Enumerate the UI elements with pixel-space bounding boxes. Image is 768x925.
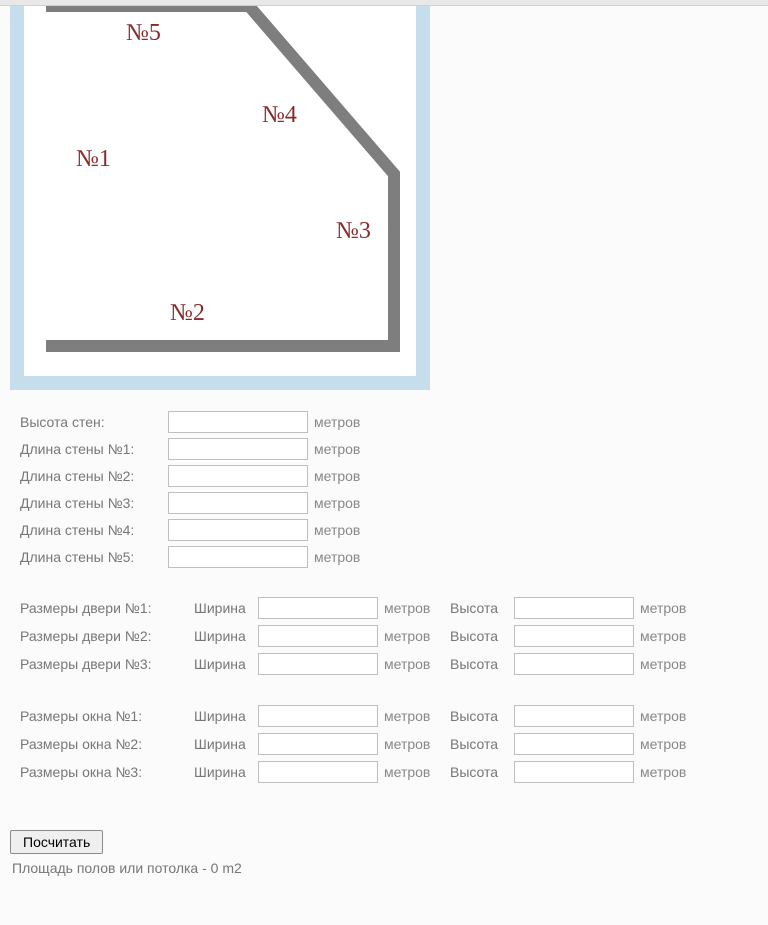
wall-length-row-2: Длина стены №2: метров: [20, 462, 754, 489]
wall-length-row-4: Длина стены №4: метров: [20, 516, 754, 543]
wall-length-input-2[interactable]: [168, 465, 308, 487]
calculator-form: Высота стен: метров Длина стены №1: метро…: [0, 408, 768, 820]
window-width-unit-2: метров: [378, 736, 444, 752]
window-height-input-2[interactable]: [514, 733, 634, 755]
room-walls-polyline: [46, 6, 394, 346]
window-width-label-3: Ширина: [188, 764, 258, 780]
door-height-label-1: Высота: [444, 600, 514, 616]
wall-length-row-3: Длина стены №3: метров: [20, 489, 754, 516]
floor-area-result: Площадь полов или потолка - 0 m2: [0, 860, 768, 882]
door-width-unit-2: метров: [378, 628, 444, 644]
wall-height-unit: метров: [308, 414, 360, 430]
door-width-input-2[interactable]: [258, 625, 378, 647]
floor-area-label: Площадь полов или потолка -: [12, 860, 211, 876]
wall-length-row-1: Длина стены №1: метров: [20, 435, 754, 462]
window-width-input-1[interactable]: [258, 705, 378, 727]
wall-length-unit-1: метров: [308, 441, 360, 457]
wall-length-label-3: Длина стены №3:: [20, 495, 168, 511]
window-width-input-2[interactable]: [258, 733, 378, 755]
window-row-2: Размеры окна №2:ШиринаметровВысотаметров: [20, 730, 754, 758]
walls-block: Высота стен: метров Длина стены №1: метро…: [20, 408, 754, 570]
window-height-label-3: Высота: [444, 764, 514, 780]
window-row-3: Размеры окна №3:ШиринаметровВысотаметров: [20, 758, 754, 786]
door-height-label-2: Высота: [444, 628, 514, 644]
window-width-unit-3: метров: [378, 764, 444, 780]
wall-length-unit-3: метров: [308, 495, 360, 511]
door-width-label-1: Ширина: [188, 600, 258, 616]
window-height-unit-1: метров: [634, 708, 700, 724]
door-width-unit-1: метров: [378, 600, 444, 616]
wall-height-row: Высота стен: метров: [20, 408, 754, 435]
floor-area-value: 0: [211, 860, 219, 876]
window-height-input-3[interactable]: [514, 761, 634, 783]
door-height-unit-2: метров: [634, 628, 700, 644]
window-height-label-2: Высота: [444, 736, 514, 752]
wall-length-unit-4: метров: [308, 522, 360, 538]
door-height-input-1[interactable]: [514, 597, 634, 619]
window-width-unit-1: метров: [378, 708, 444, 724]
wall-height-label: Высота стен:: [20, 414, 168, 430]
door-height-label-3: Высота: [444, 656, 514, 672]
wall-length-input-3[interactable]: [168, 492, 308, 514]
windows-block: Размеры окна №1:ШиринаметровВысотаметров…: [20, 702, 754, 786]
wall-length-row-5: Длина стены №5: метров: [20, 543, 754, 570]
wall-length-input-5[interactable]: [168, 546, 308, 568]
door-row-3: Размеры двери №3:ШиринаметровВысотаметро…: [20, 650, 754, 678]
door-label-3: Размеры двери №3:: [20, 656, 188, 672]
door-label-1: Размеры двери №1:: [20, 600, 188, 616]
wall-length-input-1[interactable]: [168, 438, 308, 460]
floor-area-unit: m2: [222, 860, 241, 876]
door-width-input-3[interactable]: [258, 653, 378, 675]
wall-label-5: №5: [126, 20, 161, 47]
window-height-label-1: Высота: [444, 708, 514, 724]
room-shape-svg: [24, 6, 416, 376]
wall-label-1: №1: [76, 146, 111, 173]
window-label-2: Размеры окна №2:: [20, 736, 188, 752]
window-width-label-1: Ширина: [188, 708, 258, 724]
window-height-unit-2: метров: [634, 736, 700, 752]
door-height-input-2[interactable]: [514, 625, 634, 647]
calculate-button[interactable]: Посчитать: [10, 830, 103, 854]
wall-length-unit-2: метров: [308, 468, 360, 484]
door-width-unit-3: метров: [378, 656, 444, 672]
door-height-unit-3: метров: [634, 656, 700, 672]
wall-label-3: №3: [336, 218, 371, 245]
wall-length-label-1: Длина стены №1:: [20, 441, 168, 457]
window-width-input-3[interactable]: [258, 761, 378, 783]
door-row-2: Размеры двери №2:ШиринаметровВысотаметро…: [20, 622, 754, 650]
wall-length-label-2: Длина стены №2:: [20, 468, 168, 484]
door-width-label-3: Ширина: [188, 656, 258, 672]
door-height-input-3[interactable]: [514, 653, 634, 675]
window-row-1: Размеры окна №1:ШиринаметровВысотаметров: [20, 702, 754, 730]
wall-length-unit-5: метров: [308, 549, 360, 565]
wall-label-2: №2: [170, 300, 205, 327]
wall-label-4: №4: [262, 102, 297, 129]
wall-length-label-5: Длина стены №5:: [20, 549, 168, 565]
window-width-label-2: Ширина: [188, 736, 258, 752]
door-row-1: Размеры двери №1:ШиринаметровВысотаметро…: [20, 594, 754, 622]
window-label-1: Размеры окна №1:: [20, 708, 188, 724]
room-diagram: №1 №2 №3 №4 №5: [24, 6, 416, 376]
room-diagram-outer: №1 №2 №3 №4 №5: [10, 6, 430, 390]
door-height-unit-1: метров: [634, 600, 700, 616]
door-width-input-1[interactable]: [258, 597, 378, 619]
wall-length-input-4[interactable]: [168, 519, 308, 541]
door-label-2: Размеры двери №2:: [20, 628, 188, 644]
wall-height-input[interactable]: [168, 411, 308, 433]
wall-length-label-4: Длина стены №4:: [20, 522, 168, 538]
doors-block: Размеры двери №1:ШиринаметровВысотаметро…: [20, 594, 754, 678]
door-width-label-2: Ширина: [188, 628, 258, 644]
window-height-unit-3: метров: [634, 764, 700, 780]
window-height-input-1[interactable]: [514, 705, 634, 727]
window-label-3: Размеры окна №3:: [20, 764, 188, 780]
